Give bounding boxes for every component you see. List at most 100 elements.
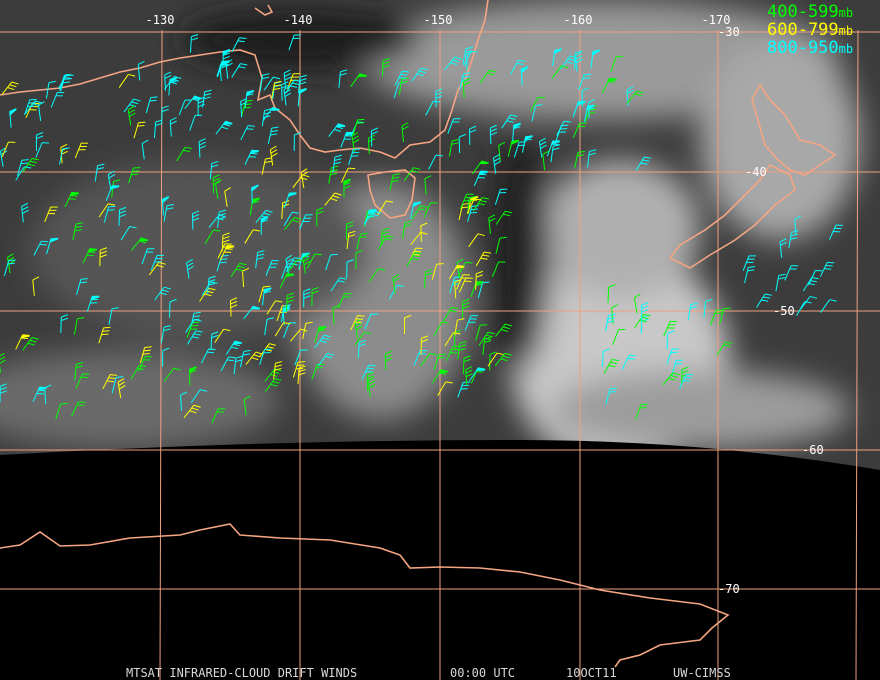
barb-shaft xyxy=(212,177,215,194)
barb-flag xyxy=(7,253,14,258)
barb-flag xyxy=(463,78,470,83)
barb-flag xyxy=(299,74,307,78)
barb-flag xyxy=(498,141,506,146)
barb-flag xyxy=(76,361,84,365)
wind-barb xyxy=(283,322,297,339)
wind-barb xyxy=(808,269,823,286)
wind-barb xyxy=(163,203,174,222)
lon-label: -170 xyxy=(702,13,731,27)
barb-flag xyxy=(155,122,163,126)
wind-barb xyxy=(370,127,379,147)
wind-barb xyxy=(198,138,207,158)
barb-flag xyxy=(610,362,618,365)
barb-flag xyxy=(191,336,199,339)
barb-flag xyxy=(681,366,689,370)
footer-date: 10OCT11 xyxy=(566,666,617,680)
wind-barb xyxy=(1,81,19,95)
barb-flag xyxy=(371,131,379,135)
barb-shaft xyxy=(433,321,443,337)
barb-flag xyxy=(435,95,443,99)
barb-flag xyxy=(458,133,466,138)
barb-shaft xyxy=(423,202,431,218)
barb-flag xyxy=(356,318,364,320)
barb-flag xyxy=(240,101,248,106)
barb-flag xyxy=(184,146,192,149)
wind-barb xyxy=(245,351,263,365)
barb-shaft xyxy=(381,60,384,77)
barb-shaft xyxy=(190,389,201,404)
barb-shaft xyxy=(317,353,328,367)
barb-shaft xyxy=(800,296,811,310)
barb-pennant xyxy=(269,107,280,111)
barb-pennant xyxy=(90,295,100,301)
barb-shaft xyxy=(287,73,294,89)
wind-barb xyxy=(292,174,310,189)
wind-barb xyxy=(262,107,280,121)
barb-shaft xyxy=(819,262,828,277)
barb-flag xyxy=(80,278,88,280)
barb-shaft xyxy=(621,355,630,370)
barb-shaft xyxy=(202,91,206,108)
barb-shaft xyxy=(45,82,50,99)
barb-flag xyxy=(199,141,206,146)
barb-shaft xyxy=(44,387,47,404)
wind-barb xyxy=(283,192,297,209)
barb-flag xyxy=(208,279,216,283)
barb-shaft xyxy=(111,181,115,198)
barb-shaft xyxy=(328,167,332,184)
barb-shaft xyxy=(283,322,290,339)
barb-flag xyxy=(518,59,526,62)
wind-barb xyxy=(133,121,146,139)
barb-flag xyxy=(675,362,683,365)
wind-barb xyxy=(357,339,366,359)
barb-flag xyxy=(404,314,412,319)
wind-barb xyxy=(242,267,250,288)
barb-flag xyxy=(232,343,240,347)
barb-shaft xyxy=(50,92,58,108)
clear-sky xyxy=(490,130,550,370)
barb-flag xyxy=(790,237,798,240)
wind-barb xyxy=(185,318,202,333)
wind-barb xyxy=(411,205,428,220)
barb-flag xyxy=(271,152,278,158)
barb-pennant xyxy=(169,77,178,84)
barb-pennant xyxy=(357,73,367,77)
barb-flag xyxy=(137,367,145,370)
barb-flag xyxy=(385,354,393,358)
wind-barb xyxy=(603,359,620,374)
barb-flag xyxy=(223,52,230,56)
barb-shaft xyxy=(217,211,220,229)
barb-flag xyxy=(357,315,365,317)
barb-flag xyxy=(589,108,597,111)
barb-shaft xyxy=(610,56,617,73)
barb-flag xyxy=(314,253,322,256)
wind-barb xyxy=(444,332,461,347)
wind-barb xyxy=(269,145,278,166)
nz-south-coast xyxy=(668,163,796,269)
barb-shaft xyxy=(102,374,111,390)
legend-unit: mb xyxy=(839,42,853,56)
barb-flag xyxy=(790,233,798,237)
wind-barb xyxy=(820,299,837,313)
wind-barb xyxy=(498,141,506,162)
barb-shaft xyxy=(354,331,365,346)
barb-shaft xyxy=(216,61,223,77)
barb-flag xyxy=(451,306,459,309)
barb-shaft xyxy=(424,178,427,195)
wind-barb xyxy=(354,331,372,346)
wind-barb xyxy=(183,404,201,419)
wind-barb xyxy=(330,277,347,292)
wind-barb xyxy=(521,135,533,153)
wind-barb xyxy=(221,232,230,252)
barb-flag xyxy=(252,200,260,204)
barb-flag xyxy=(193,315,201,318)
wind-barb xyxy=(222,48,231,68)
wind-barb xyxy=(605,313,616,332)
barb-flag xyxy=(764,293,773,296)
barb-flag xyxy=(485,334,493,338)
barb-flag xyxy=(195,330,203,333)
barb-shaft xyxy=(128,167,134,184)
barb-flag xyxy=(164,75,172,79)
barb-shaft xyxy=(0,151,4,167)
barb-flag xyxy=(220,258,228,260)
